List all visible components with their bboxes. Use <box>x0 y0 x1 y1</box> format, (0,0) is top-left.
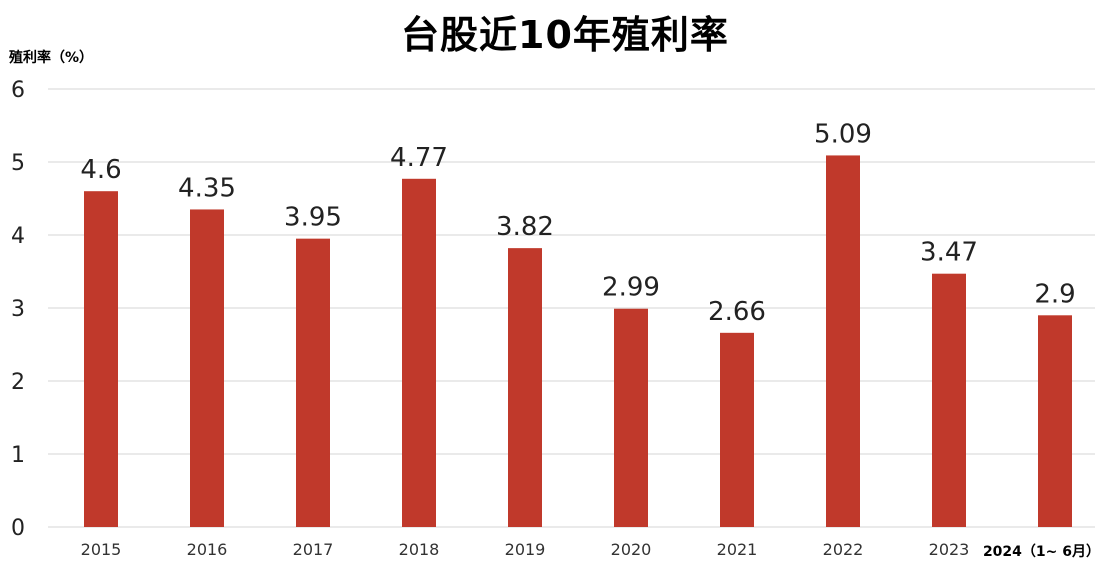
y-axis-label: 殖利率（%） <box>9 50 94 66</box>
y-tick-label: 4 <box>11 224 25 249</box>
bar <box>720 332 754 527</box>
data-label: 3.47 <box>920 238 978 268</box>
y-tick-label: 0 <box>11 516 25 541</box>
bars <box>84 155 1072 528</box>
data-label: 2.66 <box>708 297 766 327</box>
x-tick-label: 2016 <box>187 540 228 559</box>
x-tick-label: 2017 <box>293 540 334 559</box>
y-tick-label: 5 <box>11 151 25 176</box>
data-label: 4.35 <box>178 173 236 203</box>
x-tick-label: 2019 <box>505 540 546 559</box>
value-labels: 4.6 4.35 3.95 4.77 3.82 2.99 2.66 5.09 3.47 2.9 <box>80 119 1075 326</box>
y-tick-label: 3 <box>11 297 25 322</box>
bar <box>84 191 118 527</box>
bar <box>932 273 966 527</box>
data-label: 4.6 <box>80 155 121 185</box>
data-label: 2.9 <box>1034 279 1075 309</box>
y-axis-ticks: 0 1 2 3 4 5 6 <box>11 78 25 541</box>
y-tick-label: 1 <box>11 443 25 468</box>
bar <box>826 155 860 527</box>
x-tick-label: 2015 <box>81 540 122 559</box>
y-tick-label: 6 <box>11 78 25 103</box>
x-tick-label: 2022 <box>823 540 864 559</box>
data-label: 5.09 <box>814 119 872 149</box>
data-label: 2.99 <box>602 273 660 303</box>
bar <box>1038 315 1072 527</box>
x-tick-label: 2018 <box>399 540 440 559</box>
y-tick-label: 2 <box>11 370 25 395</box>
x-tick-label: 2024（1~ 6月） <box>983 544 1100 560</box>
bar <box>614 308 648 527</box>
x-axis-ticks: 2015 2016 2017 2018 2019 2020 2021 2022 2023 2024… <box>81 540 1100 560</box>
x-tick-label: 2021 <box>717 540 758 559</box>
bar <box>190 209 224 527</box>
chart-title: 台股近10年殖利率 <box>401 13 729 57</box>
bar <box>296 238 330 527</box>
x-tick-label: 2020 <box>611 540 652 559</box>
bar <box>402 178 436 528</box>
x-tick-label: 2023 <box>929 540 970 559</box>
data-label: 4.77 <box>390 143 448 173</box>
data-label: 3.95 <box>284 203 342 233</box>
bar <box>508 248 542 527</box>
data-label: 3.82 <box>496 212 554 242</box>
